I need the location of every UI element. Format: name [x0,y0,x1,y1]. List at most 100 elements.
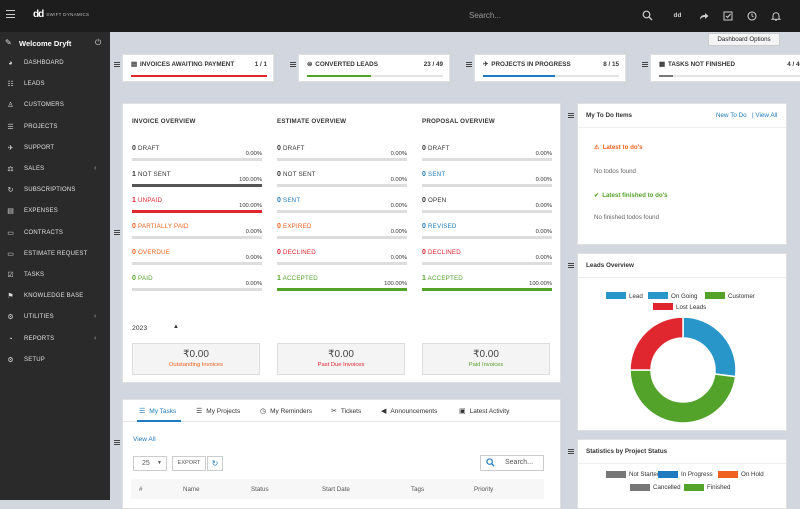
tab-announcements[interactable]: ◀ Announcements [381,407,437,416]
company-logo[interactable]: dd SWIFT DYNAMICS [33,9,89,20]
tab-latest-activity[interactable]: ▣ Latest Activity [459,407,509,416]
view-all-link[interactable]: View All [133,436,156,443]
tab-my-reminders[interactable]: ◷ My Reminders [260,407,312,416]
sidebar-item-support[interactable]: ✈ SUPPORT [0,142,110,156]
export-button[interactable]: EXPORT [172,456,206,471]
overview-row[interactable]: 1 NOT SENT 100.00% [132,171,262,195]
pie-slice-lost-leads[interactable] [629,316,684,371]
overview-row-status: DRAFT [283,145,305,152]
legend-item[interactable]: Finished [684,484,730,491]
overview-row[interactable]: 0 DRAFT 0.00% [422,145,552,169]
overview-row-count: 0 [277,223,282,230]
tab-my-tasks[interactable]: ☰ My Tasks [139,407,176,416]
summary-box[interactable]: ₹0.00 Outstanding Invoices [132,343,260,375]
legend-swatch [684,484,704,491]
overview-row[interactable]: 0 OPEN 0.00% [422,197,552,221]
view-all-todos-link[interactable]: | View All [752,112,778,119]
sidebar-item-subscriptions[interactable]: ↻ SUBSCRIPTIONS [0,184,110,198]
table-column-header[interactable]: Priority [474,486,494,493]
overview-row[interactable]: 0 DECLINED 0.00% [422,249,552,273]
tab-my-projects[interactable]: ☰ My Projects [196,407,240,416]
drag-handle-icon[interactable] [114,62,120,67]
legend-item[interactable]: Cancelled [630,484,681,491]
sidebar-item-sales[interactable]: ⚖ SALES ‹ [0,163,110,177]
overview-row[interactable]: 0 PAID 0.00% [132,275,262,299]
drag-handle-icon[interactable] [568,263,574,268]
overview-row[interactable]: 0 PARTIALLY PAID 0.00% [132,223,262,247]
search-icon[interactable] [642,10,653,21]
stat-card[interactable]: ⊜ CONVERTED LEADS 23 / 49 [298,54,450,82]
drag-handle-icon[interactable] [114,440,120,445]
drag-handle-icon[interactable] [466,62,472,67]
overview-row[interactable]: 1 UNPAID 100.00% [132,197,262,221]
stat-card[interactable]: ✈ PROJECTS IN PROGRESS 8 / 15 [474,54,626,82]
drag-handle-icon[interactable] [114,230,120,235]
summary-box[interactable]: ₹0.00 Paid Invoices [422,343,550,375]
legend-label: Finished [707,484,731,491]
overview-row[interactable]: 1 ACCEPTED 100.00% [422,275,552,299]
overview-row[interactable]: 0 EXPIRED 0.00% [277,223,407,247]
table-search-input[interactable]: Search... [480,455,544,471]
pie-slice-customer[interactable] [629,369,737,424]
drag-handle-icon[interactable] [642,62,648,67]
finished-todos-heading: ✔ Latest finished to do's [594,192,668,199]
legend-item[interactable]: In Progress [658,471,713,478]
table-column-header[interactable]: Start Date [322,486,350,493]
table-column-header[interactable]: # [139,486,143,493]
table-column-header[interactable]: Name [183,486,200,493]
sidebar-item-utilities[interactable]: ⚙ UTILITIES ‹ [0,311,110,325]
overview-row[interactable]: 0 REVISED 0.00% [422,223,552,247]
overview-row[interactable]: 0 DRAFT 0.00% [132,145,262,169]
overview-row[interactable]: 1 ACCEPTED 100.00% [277,275,407,299]
sidebar-item-leads[interactable]: ☷ LEADS [0,78,110,92]
user-avatar[interactable]: dd [673,12,682,19]
stat-card[interactable]: ▦TASKS NOT FINISHED 4 / 40 [650,54,800,82]
sidebar-item-setup[interactable]: ⚙ SETUP [0,354,110,368]
share-icon[interactable] [698,10,709,21]
sidebar-item-customers[interactable]: ♙ CUSTOMERS [0,99,110,113]
clock-icon[interactable] [746,10,757,21]
overview-row[interactable]: 0 SENT 0.00% [277,197,407,221]
table-column-header[interactable]: Status [251,486,269,493]
stat-card[interactable]: ▤ INVOICES AWAITING PAYMENT 1 / 1 [122,54,274,82]
sidebar-item-projects[interactable]: ☰ PROJECTS [0,121,110,135]
drag-handle-icon[interactable] [290,62,296,67]
overview-row-status: DECLINED [428,249,461,256]
drag-handle-icon[interactable] [568,113,574,118]
sidebar-item-estimate-request[interactable]: ▭ ESTIMATE REQUEST [0,248,110,262]
overview-row[interactable]: 0 NOT SENT 0.00% [277,171,407,195]
drag-handle-icon[interactable] [568,449,574,454]
year-selector[interactable]: 2023 [132,325,148,332]
stat-card-heading: ⊜ CONVERTED LEADS [307,61,378,68]
sidebar-item-reports[interactable]: ◔ REPORTS ‹ [0,333,110,347]
sidebar-item-expenses[interactable]: ▤ EXPENSES [0,205,110,219]
sidebar-item-dashboard[interactable]: ◕ DASHBOARD [0,57,110,71]
dashboard-options-tooltip[interactable]: Dashboard Options [708,33,780,46]
sidebar-item-knowledge-base[interactable]: ⚑ KNOWLEDGE BASE [0,290,110,304]
project-status-title: Statistics by Project Status [586,448,668,455]
pie-slice-lead[interactable] [682,316,737,378]
overview-row-status: PAID [138,275,153,282]
overview-row[interactable]: 0 DECLINED 0.00% [277,249,407,273]
page-size-select[interactable]: 25 ▼ [133,456,167,471]
checklist-icon[interactable] [722,10,733,21]
overview-row[interactable]: 0 SENT 0.00% [422,171,552,195]
overview-row-percent: 0.00% [390,255,407,261]
knowledge-base-icon: ⚑ [7,293,14,301]
overview-row[interactable]: 0 OVERDUE 0.00% [132,249,262,273]
new-todo-link[interactable]: New To Do [716,112,747,119]
table-column-header[interactable]: Tags [411,486,425,493]
legend-item[interactable]: On Hold [718,471,764,478]
caret-up-icon[interactable]: ▲ [173,324,179,330]
sidebar-item-tasks[interactable]: ☑ TASKS [0,269,110,283]
legend-item[interactable]: Not Started [606,471,660,478]
overview-row[interactable]: 0 DRAFT 0.00% [277,145,407,169]
logout-power-icon[interactable]: ⏻ [95,38,102,47]
global-search-input[interactable]: Search... [469,11,502,20]
tab-tickets[interactable]: ✂ Tickets [331,407,361,416]
hamburger-menu-icon[interactable] [6,10,15,19]
bell-icon[interactable] [770,10,781,21]
summary-box[interactable]: ₹0.00 Past Due Invoices [277,343,405,375]
sidebar-item-contracts[interactable]: ▭ CONTRACTS [0,227,110,241]
refresh-icon[interactable]: ↻ [207,456,223,471]
